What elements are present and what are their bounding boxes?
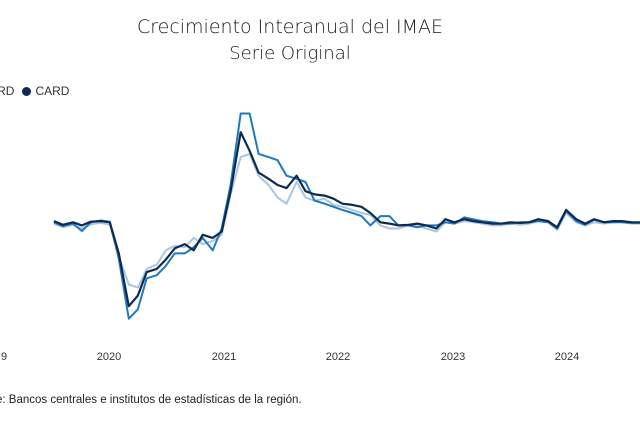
legend-label-pard: PARD — [0, 84, 15, 98]
x-tick-label: 2020 — [97, 351, 121, 363]
x-tick-label: 2024 — [555, 351, 579, 363]
chart-title: Crecimiento Interanual del IMAE — [136, 16, 444, 38]
series-line-2 — [53, 112, 640, 320]
x-tick-label: 2022 — [326, 351, 350, 363]
source-note: e: Bancos centrales e institutos de esta… — [0, 394, 302, 406]
legend-marker-card — [22, 86, 32, 96]
x-tick-label: 9 — [1, 351, 7, 363]
series-line-0 — [53, 131, 640, 308]
x-tick-label: 2021 — [212, 351, 236, 363]
x-tick-label: 2023 — [441, 351, 465, 363]
chart-subtitle: Serie Original — [229, 43, 351, 64]
series-line-1 — [53, 152, 640, 289]
legend-label-card: CARD — [35, 84, 70, 98]
chart-legend: PARD CARD — [0, 84, 69, 98]
